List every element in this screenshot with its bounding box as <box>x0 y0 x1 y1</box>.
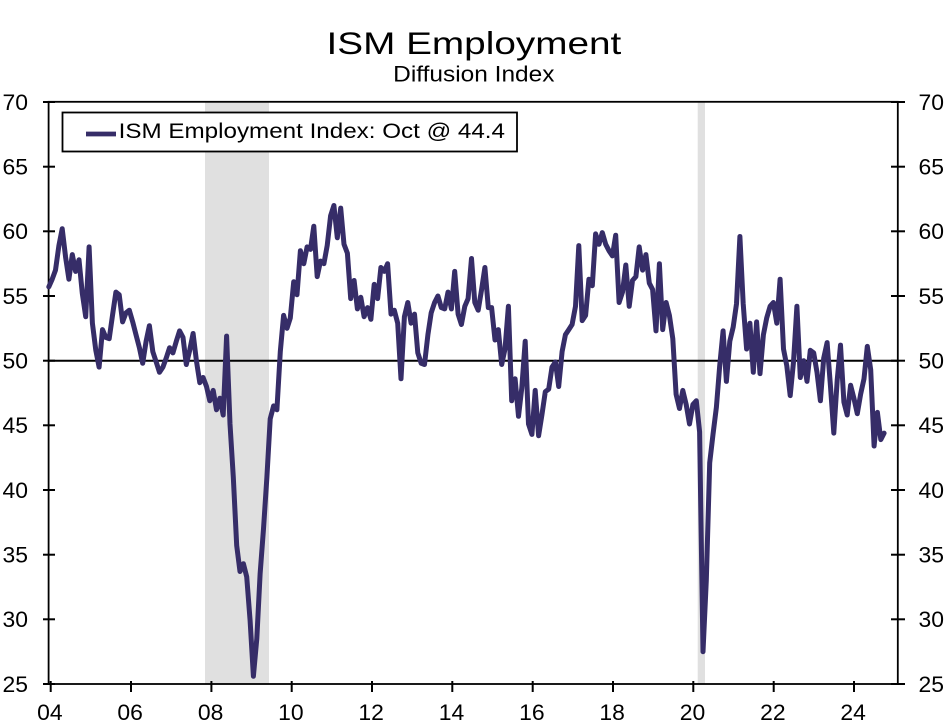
svg-text:25: 25 <box>919 672 945 697</box>
svg-text:55: 55 <box>3 284 29 309</box>
svg-text:06: 06 <box>117 700 143 725</box>
svg-text:50: 50 <box>919 349 945 374</box>
svg-text:ISM Employment Index: Oct @ 44: ISM Employment Index: Oct @ 44.4 <box>119 119 505 143</box>
svg-text:22: 22 <box>760 700 786 725</box>
svg-text:24: 24 <box>840 700 866 725</box>
svg-text:40: 40 <box>919 478 945 503</box>
svg-text:70: 70 <box>919 90 945 115</box>
svg-text:10: 10 <box>278 700 304 725</box>
svg-text:14: 14 <box>439 700 465 725</box>
svg-text:45: 45 <box>919 413 945 438</box>
svg-text:65: 65 <box>3 155 29 180</box>
svg-text:45: 45 <box>3 413 29 438</box>
svg-text:50: 50 <box>3 349 29 374</box>
svg-text:60: 60 <box>3 219 29 244</box>
svg-text:18: 18 <box>599 700 625 725</box>
svg-text:08: 08 <box>198 700 224 725</box>
svg-text:30: 30 <box>919 607 945 632</box>
svg-text:30: 30 <box>3 607 29 632</box>
svg-text:ISM Employment: ISM Employment <box>327 25 622 61</box>
svg-text:65: 65 <box>919 155 945 180</box>
svg-text:70: 70 <box>3 90 29 115</box>
svg-text:16: 16 <box>519 700 545 725</box>
svg-text:40: 40 <box>3 478 29 503</box>
svg-text:04: 04 <box>37 700 63 725</box>
svg-text:60: 60 <box>919 219 945 244</box>
svg-text:20: 20 <box>680 700 706 725</box>
svg-text:55: 55 <box>919 284 945 309</box>
svg-text:25: 25 <box>3 672 29 697</box>
svg-text:Diffusion Index: Diffusion Index <box>393 62 554 87</box>
svg-text:35: 35 <box>919 543 945 568</box>
svg-text:35: 35 <box>3 543 29 568</box>
svg-text:12: 12 <box>358 700 384 725</box>
